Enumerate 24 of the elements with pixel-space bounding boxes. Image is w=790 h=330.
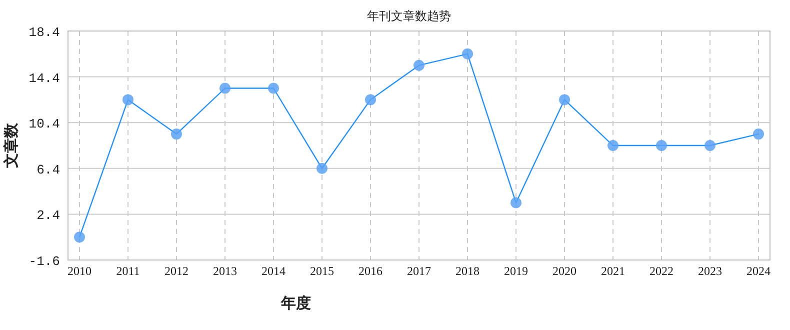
x-tick-label: 2024 — [746, 264, 770, 278]
x-tick-label: 2023 — [698, 264, 722, 278]
x-tick-label: 2012 — [164, 264, 188, 278]
x-tick-label: 2019 — [504, 264, 528, 278]
y-tick-label: 6.4 — [36, 162, 60, 178]
x-tick-label: 2013 — [213, 264, 237, 278]
x-tick-label: 2017 — [407, 264, 431, 278]
x-tick-label: 2015 — [310, 264, 334, 278]
y-tick-label: 18.4 — [28, 25, 60, 40]
y-tick-label: 2.4 — [36, 208, 60, 224]
x-axis-title: 年度 — [280, 294, 311, 312]
y-tick-label: 10.4 — [28, 116, 60, 132]
y-tick-label: 14.4 — [28, 70, 60, 86]
x-tick-label: 2020 — [552, 264, 576, 278]
y-tick-label: -1.6 — [28, 254, 60, 269]
x-tick-label: 2014 — [262, 264, 286, 278]
y-axis-title: 文章数 — [2, 122, 20, 169]
x-tick-label: 2016 — [358, 264, 382, 278]
x-tick-label: 2010 — [68, 264, 92, 278]
x-tick-label: 2021 — [601, 264, 625, 278]
x-tick-label: 2018 — [456, 264, 480, 278]
x-tick-label: 2011 — [116, 264, 140, 278]
chart-title: 年刊文章数趋势 — [367, 9, 451, 23]
x-tick-label: 2022 — [650, 264, 674, 278]
